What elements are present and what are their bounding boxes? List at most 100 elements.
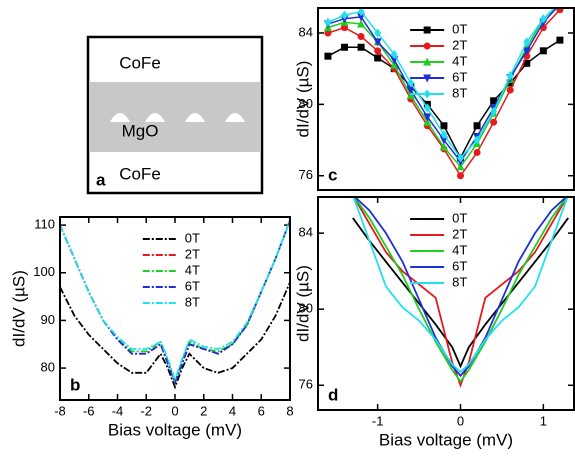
legend-label: 0T — [185, 230, 200, 245]
marker — [506, 79, 514, 87]
y-tick-label: 110 — [34, 217, 55, 232]
x-axis-label: Bias voltage (mV) — [379, 430, 513, 449]
series-line — [352, 197, 569, 374]
y-tick-label: 80 — [41, 360, 55, 375]
plot-area — [60, 220, 290, 390]
y-axis-label: dI/dV (µS) — [9, 270, 28, 347]
x-tick-label: -1 — [372, 413, 384, 428]
top-layer-label: CoFe — [119, 53, 161, 72]
series-line — [352, 217, 569, 369]
marker — [456, 153, 464, 163]
y-tick-label: 84 — [299, 225, 313, 240]
legend-label: 4T — [452, 53, 467, 68]
marker — [423, 89, 431, 99]
legend-label: 2T — [452, 226, 467, 241]
marker — [473, 135, 481, 145]
marker — [456, 172, 464, 180]
marker — [440, 122, 448, 130]
x-tick-label: -6 — [83, 403, 95, 418]
y-tick-label: 90 — [41, 312, 55, 327]
marker — [522, 47, 531, 56]
marker — [556, 36, 564, 44]
series-line — [353, 197, 568, 378]
marker — [490, 106, 498, 116]
y-axis-label: dI/dV (µS) — [293, 61, 312, 138]
legend-label: 6T — [185, 278, 200, 293]
marker — [523, 37, 531, 47]
plot-area — [352, 197, 569, 388]
marker — [324, 17, 332, 27]
marker — [423, 117, 432, 126]
marker — [423, 42, 431, 50]
marker — [439, 142, 448, 151]
series-line — [353, 197, 568, 384]
y-tick-label: 84 — [299, 24, 313, 39]
marker — [539, 47, 547, 55]
marker — [556, 0, 563, 7]
legend-label: 8T — [452, 274, 467, 289]
marker — [390, 60, 399, 69]
x-tick-label: 6 — [258, 403, 265, 418]
marker — [423, 113, 432, 122]
legend-label: 8T — [185, 294, 200, 309]
marker — [324, 29, 332, 37]
x-tick-label: 0 — [457, 413, 464, 428]
marker — [423, 57, 432, 66]
marker — [357, 13, 366, 22]
marker — [523, 59, 531, 67]
barrier-label: MgO — [122, 121, 159, 140]
legend-label: 8T — [452, 85, 467, 100]
legend-label: 0T — [452, 210, 467, 225]
legend-label: 2T — [185, 246, 200, 261]
plot-frame — [317, 196, 575, 411]
marker — [357, 19, 366, 28]
marker — [490, 97, 498, 105]
marker — [506, 71, 514, 81]
plot-area — [323, 0, 564, 180]
panel-label: c — [328, 165, 337, 184]
marker — [407, 78, 415, 88]
panel-label: a — [96, 170, 106, 189]
marker — [374, 28, 382, 38]
legend-label: 2T — [452, 37, 467, 52]
marker — [440, 130, 448, 140]
marker — [374, 54, 382, 62]
x-tick-label: 2 — [200, 403, 207, 418]
marker — [341, 43, 349, 51]
panel-label: d — [328, 385, 338, 404]
panel-label: b — [70, 375, 80, 394]
marker — [490, 118, 498, 126]
x-axis-label: Bias voltage (mV) — [108, 420, 242, 439]
pinholes — [110, 113, 245, 122]
x-tick-label: 8 — [286, 403, 293, 418]
x-tick-label: -2 — [140, 403, 152, 418]
marker — [374, 47, 382, 55]
marker — [324, 52, 332, 60]
marker — [473, 149, 481, 157]
x-tick-label: -8 — [54, 403, 66, 418]
x-tick-label: -4 — [112, 403, 124, 418]
marker — [423, 26, 431, 34]
marker — [373, 38, 382, 47]
legend-label: 4T — [452, 242, 467, 257]
plot-frame — [317, 7, 575, 191]
y-tick-label: 76 — [299, 377, 313, 392]
legend-label: 6T — [452, 258, 467, 273]
marker — [390, 49, 398, 59]
marker — [423, 103, 431, 113]
marker — [406, 86, 415, 95]
marker — [539, 14, 547, 24]
y-tick-label: 100 — [33, 264, 55, 279]
x-tick-label: 4 — [229, 403, 236, 418]
series-line — [60, 220, 290, 383]
legend-label: 6T — [452, 69, 467, 84]
marker — [556, 0, 564, 8]
y-tick-label: 76 — [299, 167, 313, 182]
marker — [341, 24, 349, 32]
panel-a: CoFe MgO CoFe a — [86, 35, 264, 195]
series-line — [60, 281, 290, 390]
legend-label: 4T — [185, 262, 200, 277]
